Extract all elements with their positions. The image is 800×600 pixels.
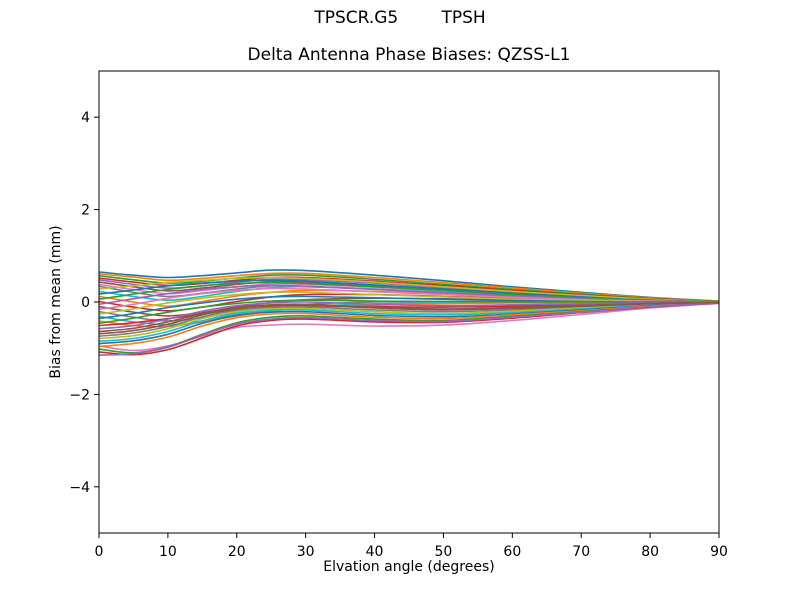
- axes-title: Delta Antenna Phase Biases: QZSS-L1: [247, 45, 571, 65]
- series-line: [98, 284, 720, 306]
- series-line: [98, 272, 720, 302]
- series-line: [98, 302, 720, 348]
- y-axis-label: Bias from mean (mm): [48, 225, 64, 379]
- x-tick-label: 20: [228, 544, 246, 560]
- series-lines: [98, 269, 720, 356]
- x-tick-label: 70: [572, 544, 590, 560]
- series-line: [98, 302, 720, 345]
- series-line: [98, 302, 720, 352]
- x-axis-label: Elvation angle (degrees): [323, 559, 495, 575]
- series-line: [98, 299, 719, 325]
- series-line: [98, 281, 720, 303]
- x-tick-label: 90: [710, 544, 728, 560]
- y-axis-ticks: −4 −2 0 2 4: [69, 110, 99, 496]
- figure-suptitle: TPSCR.G5 TPSH: [314, 8, 486, 28]
- series-line: [98, 301, 720, 340]
- x-tick-label: 50: [435, 544, 453, 560]
- x-tick-label: 40: [366, 544, 384, 560]
- y-tick-label: −4: [69, 480, 90, 496]
- series-line: [98, 276, 720, 303]
- x-axis-ticks: 0 10 20 30 40 50 60 70 80 90: [95, 533, 728, 560]
- y-tick-label: 4: [81, 110, 90, 126]
- x-tick-label: 60: [503, 544, 521, 560]
- series-line: [98, 279, 720, 303]
- y-tick-label: 2: [81, 203, 90, 219]
- x-tick-label: 80: [641, 544, 659, 560]
- series-line: [98, 301, 720, 330]
- series-line: [98, 301, 720, 343]
- series-line: [98, 301, 720, 337]
- x-tick-label: 30: [297, 544, 315, 560]
- x-tick-label: 10: [159, 544, 177, 560]
- x-tick-label: 0: [95, 544, 104, 560]
- series-line: [98, 269, 720, 302]
- y-tick-label: 0: [81, 295, 90, 311]
- y-tick-label: −2: [69, 387, 90, 403]
- series-line: [98, 302, 720, 356]
- series-line: [98, 301, 720, 335]
- series-line: [98, 287, 720, 311]
- series-line: [98, 291, 720, 315]
